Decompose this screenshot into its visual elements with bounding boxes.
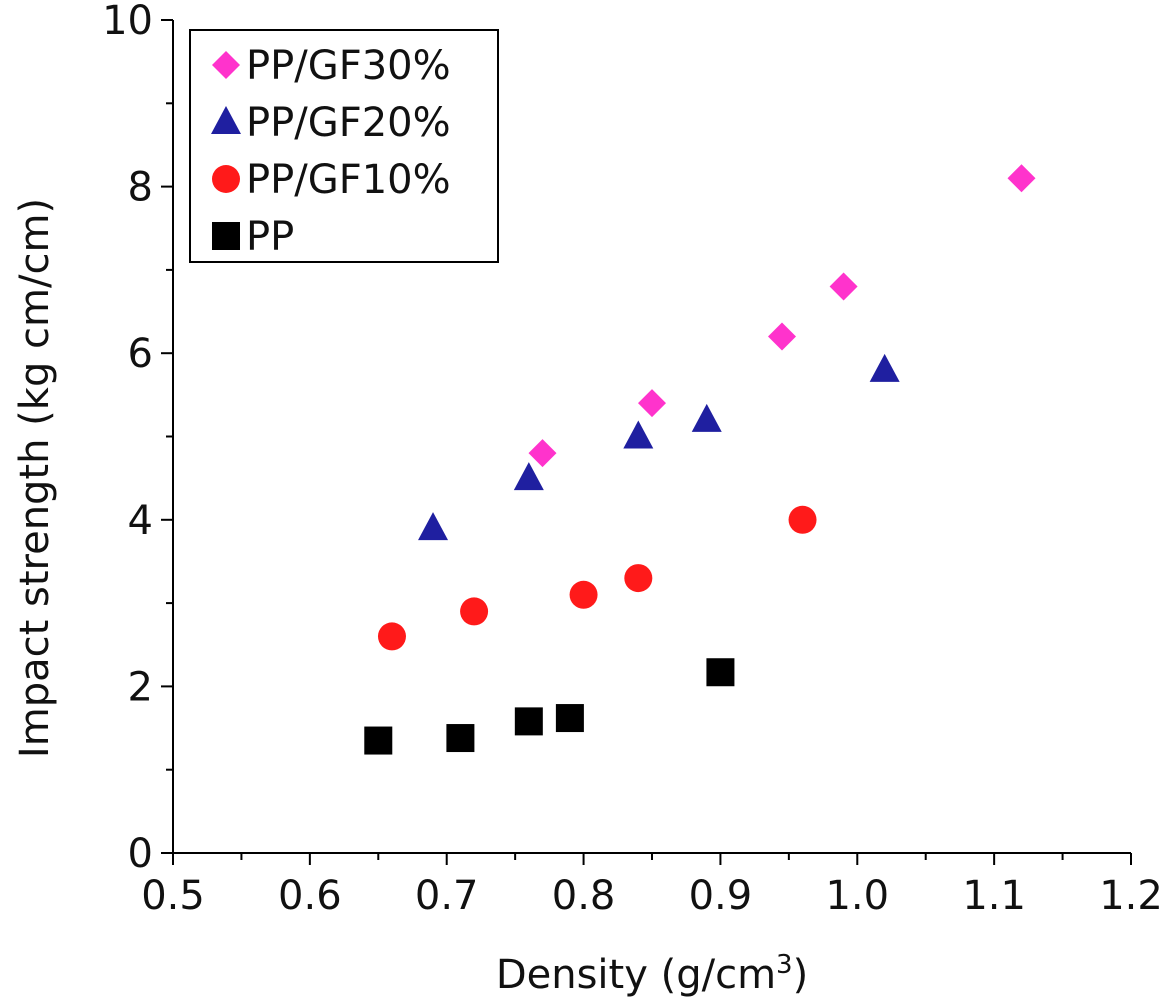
y-tick-label: 8 (128, 165, 153, 211)
data-point-pp-gf20 (418, 512, 449, 541)
x-axis-title: Density (g/cm3) (496, 950, 808, 998)
data-point-pp-gf30 (528, 439, 557, 468)
legend-label: PP/GF10% (246, 157, 451, 203)
x-axis-title-superscript: 3 (776, 950, 793, 980)
legend-label: PP/GF20% (246, 100, 451, 146)
data-point-pp-gf20 (513, 462, 544, 491)
data-point-pp-gf30 (1007, 164, 1036, 193)
data-point-pp-gf10 (569, 580, 598, 609)
x-tick-label: 0.7 (415, 873, 479, 919)
data-point-pp (706, 658, 735, 687)
data-point-pp-gf10 (788, 505, 817, 534)
x-axis-title-close: ) (793, 952, 809, 998)
legend-label: PP/GF30% (246, 43, 451, 89)
data-point-pp-gf10 (624, 564, 653, 593)
data-point-pp-gf10 (460, 597, 489, 626)
legend-marker (211, 106, 241, 134)
data-point-pp-gf10 (377, 622, 406, 651)
y-tick-label: 4 (128, 498, 153, 544)
data-points (364, 164, 1036, 755)
y-axis-ticks: 0 2 4 6 8 10 (102, 0, 173, 877)
legend-marker (212, 222, 240, 250)
x-tick-label: 0.6 (278, 873, 342, 919)
data-point-pp (364, 726, 393, 755)
x-tick-label: 1.0 (825, 873, 889, 919)
data-point-pp-gf30 (829, 272, 858, 301)
x-tick-label: 0.5 (141, 873, 205, 919)
data-point-pp-gf20 (691, 403, 722, 432)
x-tick-label: 0.8 (552, 873, 616, 919)
legend-marker (212, 165, 240, 193)
legend-box (189, 29, 499, 263)
x-axis-title-main: Density (g/cm (496, 952, 776, 998)
data-point-pp (514, 707, 543, 736)
data-point-pp-gf20 (623, 420, 654, 449)
chart-legend: PP/GF30% PP/GF20% PP/GF10% PP (189, 29, 499, 263)
x-axis-ticks: 0.5 0.6 0.7 0.8 0.9 1.0 1.1 1.2 (141, 853, 1159, 919)
y-axis-title: Impact strength (kg cm/cm) (12, 198, 58, 758)
x-tick-label: 1.2 (1099, 873, 1159, 919)
y-tick-label: 6 (128, 331, 153, 377)
data-point-pp (555, 704, 584, 733)
y-tick-label: 0 (128, 831, 153, 877)
y-tick-label: 10 (102, 0, 153, 44)
y-tick-label: 2 (128, 664, 153, 710)
legend-label: PP (246, 214, 294, 260)
legend-marker (212, 51, 240, 79)
data-point-pp-gf20 (869, 353, 900, 382)
x-tick-label: 0.9 (689, 873, 753, 919)
data-point-pp-gf30 (638, 389, 666, 418)
x-tick-label: 1.1 (962, 873, 1026, 919)
data-point-pp (446, 724, 475, 753)
data-point-pp-gf30 (768, 322, 797, 351)
